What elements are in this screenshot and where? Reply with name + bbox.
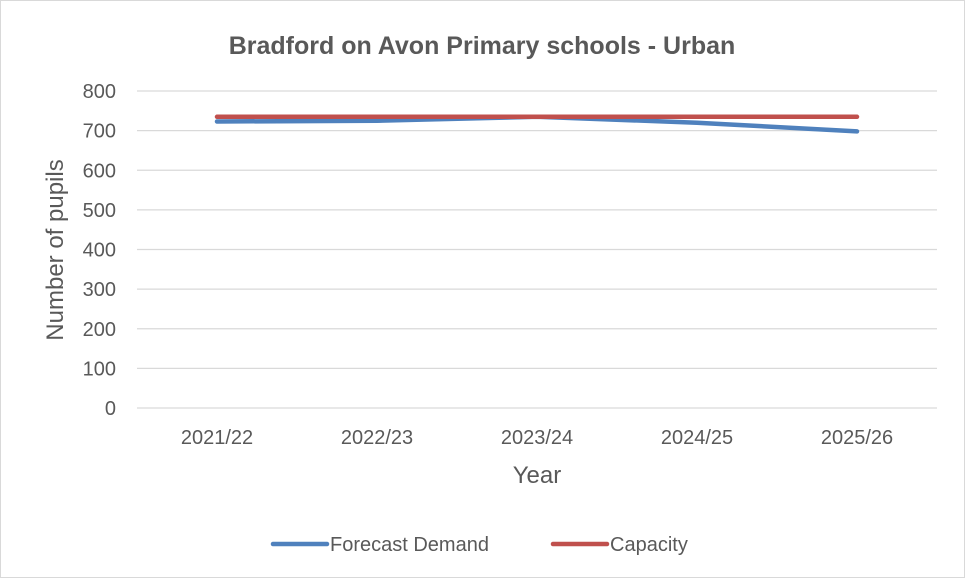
y-tick-label: 800: [83, 81, 116, 103]
x-tick-label: 2025/26: [821, 427, 893, 449]
x-tick-label: 2023/24: [501, 427, 573, 449]
x-tick-label: 2021/22: [181, 427, 253, 449]
y-tick-label: 700: [83, 121, 116, 143]
x-tick-label: 2022/23: [341, 427, 413, 449]
y-axis-ticks: 0 100 200 300 400 500 600 700 800: [83, 81, 116, 420]
legend-label: Forecast Demand: [330, 534, 489, 556]
y-tick-label: 600: [83, 160, 116, 182]
gridlines: [137, 90, 937, 409]
y-tick-label: 200: [83, 319, 116, 341]
y-tick-label: 100: [83, 358, 116, 380]
legend: Forecast Demand Capacity: [270, 534, 688, 556]
x-axis-title: Year: [513, 462, 562, 489]
y-tick-label: 400: [83, 240, 116, 262]
chart-title: Bradford on Avon Primary schools - Urban: [229, 32, 736, 60]
x-tick-label: 2024/25: [661, 427, 733, 449]
legend-label: Capacity: [610, 534, 688, 556]
y-axis-title: Number of pupils: [42, 159, 69, 340]
y-tick-label: 300: [83, 279, 116, 301]
y-tick-label: 500: [83, 200, 116, 222]
series-lines: [214, 114, 860, 134]
y-tick-label: 0: [105, 398, 116, 420]
x-axis-ticks: 2021/22 2022/23 2023/24 2024/25 2025/26: [181, 427, 893, 449]
